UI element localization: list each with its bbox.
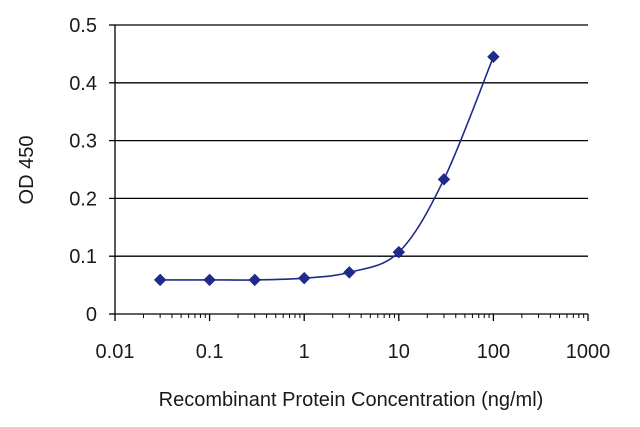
data-point <box>392 245 406 259</box>
y-tick-label: 0.2 <box>69 188 97 210</box>
data-point <box>153 273 167 287</box>
gridlines <box>115 24 588 257</box>
x-tick-label: 1 <box>299 341 310 363</box>
series <box>153 50 500 287</box>
data-point <box>248 273 261 287</box>
data-point <box>437 173 451 186</box>
series-line <box>160 56 495 281</box>
y-tick-label: 0 <box>86 304 97 326</box>
y-axis-title: OD 450 <box>16 136 38 205</box>
y-tick-label: 0.3 <box>69 131 97 153</box>
axes <box>109 24 589 321</box>
data-point <box>297 271 311 285</box>
x-tick-label: 10 <box>388 341 410 363</box>
x-tick-label: 0.1 <box>196 341 224 363</box>
x-tick-label: 0.01 <box>96 341 135 363</box>
x-tick-label: 1000 <box>566 341 611 363</box>
y-tick-label: 0.5 <box>69 15 97 37</box>
x-tick-labels: 0.01 0.1 1 10 100 1000 <box>96 341 611 363</box>
data-point <box>203 273 216 287</box>
y-tick-label: 0.1 <box>69 246 97 268</box>
data-point <box>487 50 500 63</box>
x-tick-label: 100 <box>477 341 510 363</box>
y-tick-label: 0.4 <box>69 73 97 95</box>
data-point <box>343 266 356 279</box>
x-axis-title: Recombinant Protein Concentration (ng/ml… <box>159 389 544 411</box>
y-tick-labels: 0 0.1 0.2 0.3 0.4 0.5 <box>69 15 97 326</box>
